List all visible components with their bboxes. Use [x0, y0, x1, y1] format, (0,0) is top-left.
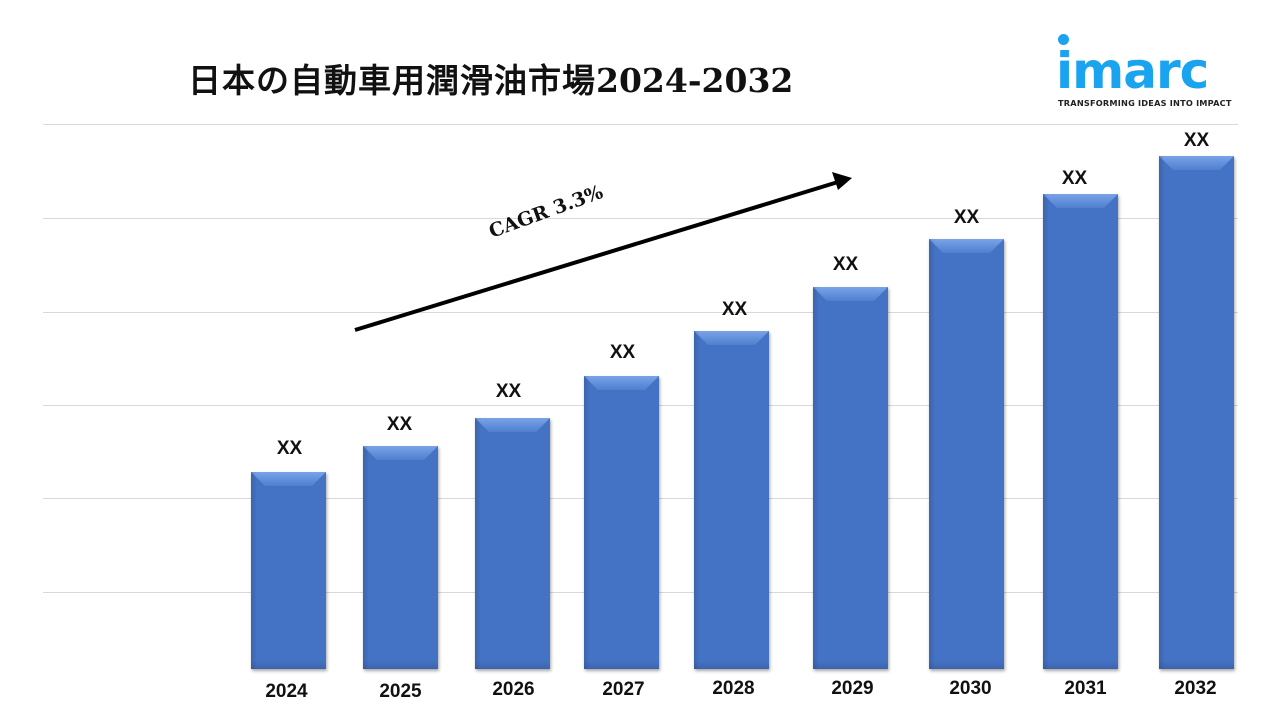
bar-2031: [1043, 194, 1118, 669]
bar-value-label: XX: [276, 438, 303, 459]
chart-title-main: 日本の自動車用潤滑油市場: [188, 61, 596, 100]
logo-tagline: TRANSFORMING IDEAS INTO IMPACT: [1058, 98, 1232, 108]
x-axis-label-2028: 2028: [712, 678, 755, 699]
chart-title: 日本の自動車用潤滑油市場2024-2032: [188, 54, 793, 102]
bar-value-label: XX: [832, 254, 859, 275]
gridline: [43, 124, 1238, 125]
bar-2024: [251, 472, 326, 669]
bar-2026: [475, 418, 550, 669]
x-axis-label-2025: 2025: [379, 681, 422, 702]
bar-2028: [694, 331, 769, 669]
cagr-label: CAGR 3.3%: [486, 181, 606, 243]
x-axis-label-2032: 2032: [1174, 678, 1217, 699]
chart-title-years: 2024-2032: [596, 61, 794, 100]
bar-value-label: XX: [1061, 168, 1088, 189]
bar-2027: [584, 376, 659, 669]
bar-value-label: XX: [721, 299, 748, 320]
bar-value-label: XX: [386, 414, 413, 435]
bar-value-label: XX: [495, 381, 522, 402]
bar-2029: [813, 287, 888, 669]
bar-2025: [363, 446, 438, 669]
logo-dot-icon: [1058, 34, 1069, 45]
x-axis-label-2024: 2024: [265, 681, 308, 702]
logo-wordmark: imarc: [1056, 42, 1209, 100]
bar-value-label: XX: [953, 207, 980, 228]
bar-value-label: XX: [609, 342, 636, 363]
bar-2032: [1159, 156, 1234, 669]
bar-2030: [929, 239, 1004, 669]
bar-value-label: XX: [1183, 130, 1210, 151]
x-axis-label-2031: 2031: [1064, 678, 1107, 699]
x-axis-label-2030: 2030: [949, 678, 992, 699]
x-axis-label-2026: 2026: [492, 679, 535, 700]
imarc-logo: imarc TRANSFORMING IDEAS INTO IMPACT: [1056, 32, 1236, 112]
x-axis-label-2027: 2027: [602, 679, 645, 700]
x-axis-label-2029: 2029: [831, 678, 874, 699]
